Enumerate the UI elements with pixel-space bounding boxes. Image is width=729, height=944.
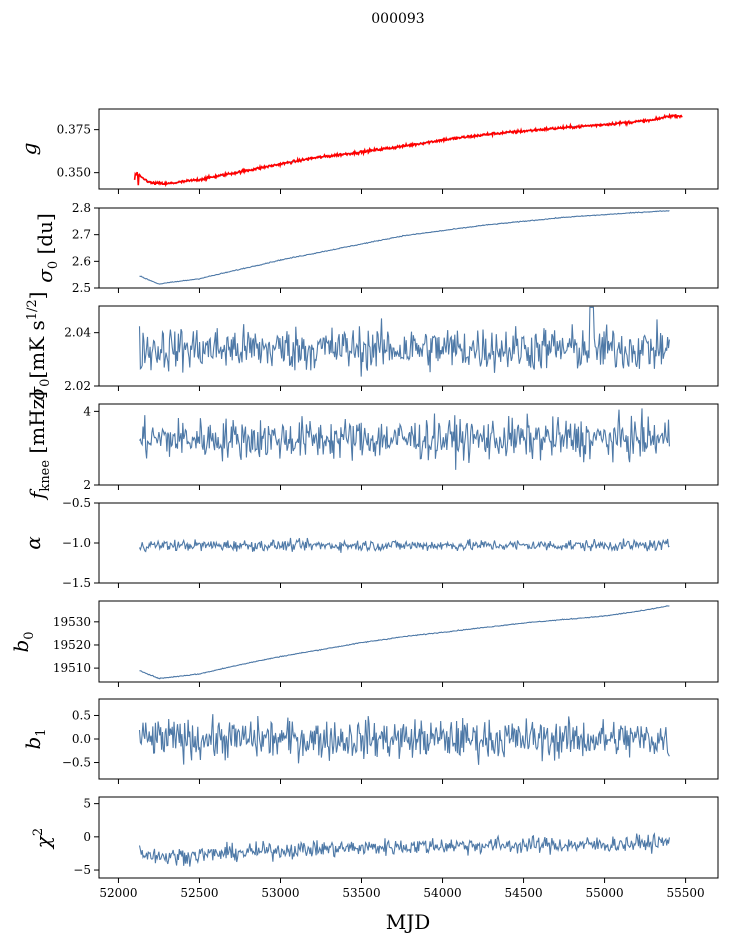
series-line: [138, 832, 670, 867]
series-line: [139, 210, 670, 285]
subplot-chi2: χ2 −5 0 5 52000 52500 53000 53500 54000 54500 550…: [31, 796, 719, 900]
x-tick-label: 52500: [180, 886, 218, 900]
y-axis-label-b0: b0: [9, 631, 37, 652]
subplot-sigma0-du: σ0 [du] 2.5 2.6 2.7 2.8: [33, 201, 719, 295]
y-tick-label: 2.04: [64, 326, 91, 340]
x-tick-label: 55000: [585, 886, 623, 900]
x-tick-label: 53000: [261, 886, 299, 900]
y-tick-label: −1.0: [62, 536, 91, 550]
subplot-b0: b0 19510 19520 19530: [9, 600, 719, 687]
x-tick-label: 55500: [666, 886, 704, 900]
y-axis-label-b1: b1: [21, 728, 49, 749]
subplot-fknee: fknee [mHz] 2 4: [25, 391, 719, 501]
axes-frame: [98, 600, 719, 683]
x-tick-label: 53500: [342, 886, 380, 900]
y-tick-label: 2.6: [72, 254, 91, 268]
y-tick-label: 2.5: [72, 281, 91, 295]
series-line: [138, 306, 670, 377]
y-tick-label: 0.5: [72, 708, 91, 722]
axes-frame: [98, 108, 719, 190]
figure-title: 000093: [371, 11, 424, 27]
x-tick-label: 52000: [99, 886, 137, 900]
x-axis-label: MJD: [386, 910, 431, 934]
axes-frame: [98, 305, 719, 387]
y-tick-label: 0.350: [57, 166, 91, 180]
y-axis-label-sigma0-mk: σ0[mK s1/2]: [25, 291, 53, 400]
axes-frame: [98, 502, 719, 584]
y-tick-label: 2.02: [64, 379, 91, 393]
axes-frame: [98, 796, 719, 879]
y-tick-label: 4: [83, 404, 91, 418]
y-tick-label: 19530: [53, 615, 91, 629]
series-line: [139, 408, 670, 470]
axes-frame: [98, 207, 719, 289]
y-axis-label-gain: g: [17, 143, 41, 156]
y-tick-label: 19520: [53, 638, 91, 652]
subplot-gain: g 0.350 0.375: [17, 108, 719, 194]
y-tick-label: −1.5: [62, 576, 91, 590]
y-axis-label-fknee: fknee [mHz]: [25, 391, 53, 501]
y-tick-label: 2: [83, 478, 91, 492]
series-line: [139, 605, 670, 680]
y-tick-label: 0.0: [72, 732, 91, 746]
y-tick-label: 19510: [53, 661, 91, 675]
x-tick-label: 54000: [423, 886, 461, 900]
y-tick-label: 0.375: [57, 123, 91, 137]
subplot-alpha: α −1.5 −1.0 −0.5: [21, 496, 719, 590]
series-line: [138, 714, 670, 765]
y-tick-label: −5: [73, 863, 91, 877]
x-tick-label: 54500: [504, 886, 542, 900]
y-tick-label: 2.8: [72, 201, 91, 215]
subplot-sigma0-mk: σ0[mK s1/2] 2.02 2.04: [25, 291, 719, 401]
axes-frame: [98, 403, 719, 486]
y-tick-label: −0.5: [62, 496, 91, 510]
y-tick-label: 5: [83, 797, 91, 811]
y-tick-label: 0: [83, 830, 91, 844]
y-axis-label-chi2: χ2: [31, 828, 55, 850]
series-line: [138, 537, 670, 553]
y-tick-label: −0.5: [62, 756, 91, 770]
y-axis-label-sigma0-du: σ0 [du]: [33, 213, 61, 283]
y-axis-label-alpha: α: [21, 536, 45, 550]
subplot-b1: b1 −0.5 0.0 0.5: [21, 698, 719, 784]
y-tick-label: 2.7: [72, 228, 91, 242]
overlay-series-line: [133, 112, 683, 188]
